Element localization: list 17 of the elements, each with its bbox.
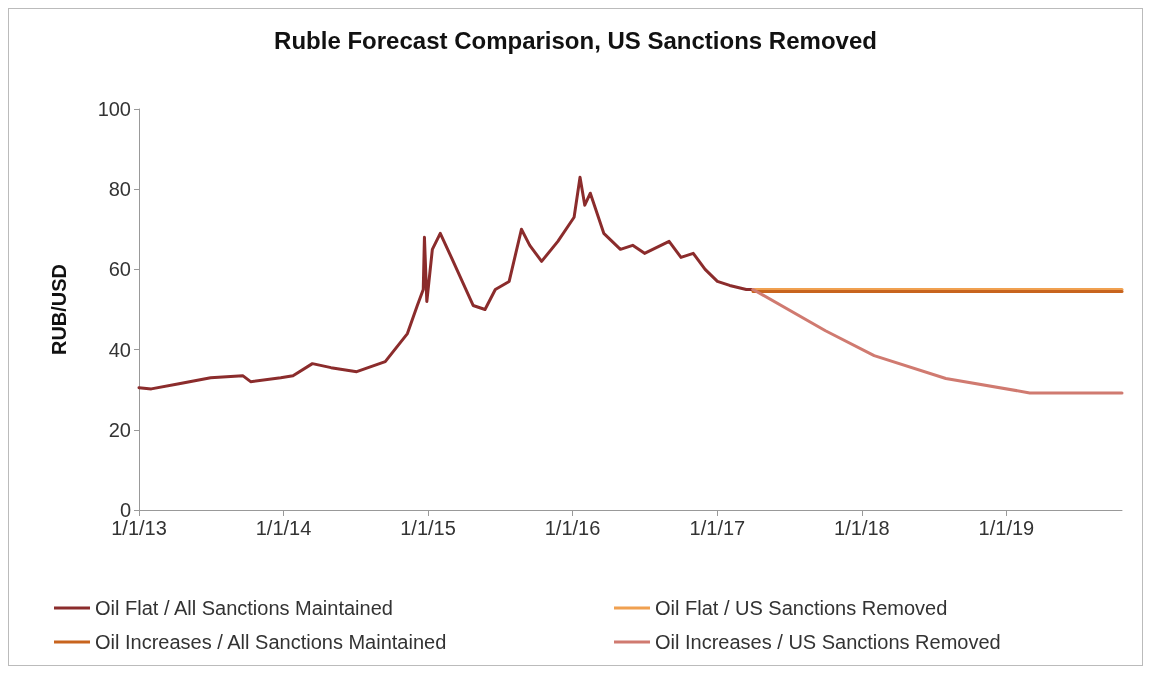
y-axis-title: RUB/USD bbox=[48, 263, 70, 356]
x-tick-label: 1/1/17 bbox=[689, 517, 746, 539]
x-tick-label: 1/1/16 bbox=[544, 517, 601, 539]
legend-label: Oil Increases / All Sanctions Maintained bbox=[95, 631, 447, 653]
y-tick-label: 60 bbox=[108, 258, 131, 281]
legend-label: Oil Flat / All Sanctions Maintained bbox=[95, 597, 393, 619]
x-tick-label: 1/1/19 bbox=[978, 517, 1035, 539]
legend-label: Oil Flat / US Sanctions Removed bbox=[655, 597, 948, 619]
y-tick-label: 80 bbox=[108, 178, 131, 201]
x-tick-label: 1/1/15 bbox=[400, 517, 456, 539]
y-tick-label: 40 bbox=[108, 338, 131, 361]
chart-title: Ruble Forecast Comparison, US Sanctions Removed bbox=[274, 26, 877, 54]
y-tick-label: 20 bbox=[108, 418, 131, 441]
x-tick-label: 1/1/18 bbox=[834, 517, 890, 539]
y-tick-label: 100 bbox=[97, 98, 131, 120]
legend-label: Oil Increases / US Sanctions Removed bbox=[655, 631, 1001, 653]
x-tick-label: 1/1/14 bbox=[255, 517, 312, 539]
